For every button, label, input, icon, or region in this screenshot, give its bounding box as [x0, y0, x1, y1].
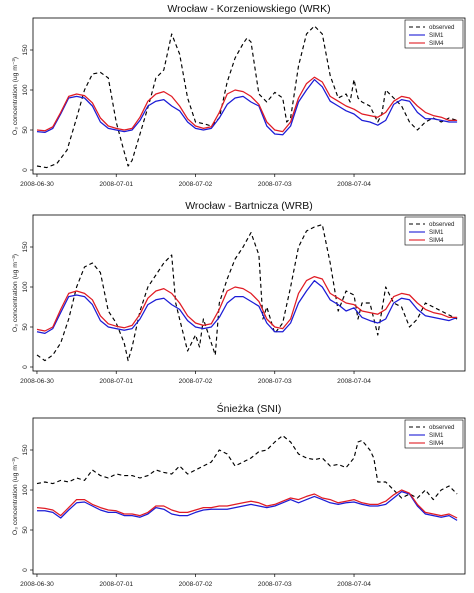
series-group — [36, 224, 458, 362]
x-tick-label: 2008-07-03 — [258, 181, 292, 188]
series-line-observed — [36, 435, 458, 501]
plot-frame — [32, 214, 466, 372]
plot-frame — [32, 417, 466, 575]
legend-label-sim1: SIM1 — [429, 229, 444, 236]
series-line-sim4 — [36, 76, 458, 133]
x-tick-label: 2008-07-01 — [99, 581, 133, 588]
y-tick-label: 0 — [22, 168, 29, 172]
y-tick-label: 150 — [22, 444, 29, 455]
x-tick-label: 2008-06-30 — [20, 181, 54, 188]
legend-box — [404, 419, 464, 449]
x-tick-label: 2008-07-02 — [179, 181, 213, 188]
x-tick-label: 2008-07-01 — [99, 181, 133, 188]
legend-label-observed: observed — [429, 424, 455, 431]
series-line-observed — [36, 224, 458, 362]
x-tick-label: 2008-07-04 — [337, 581, 371, 588]
legend-label-observed: observed — [429, 24, 455, 31]
series-line-sim1 — [36, 78, 458, 136]
chart-title: Śnieżka (SNI) — [217, 402, 282, 415]
series-group — [36, 25, 458, 169]
x-tick-label: 2008-07-03 — [258, 378, 292, 385]
legend-label-observed: observed — [429, 221, 455, 228]
x-tick-label: 2008-06-30 — [20, 581, 54, 588]
chart-title: Wrocław - Korzeniowskiego (WRK) — [167, 3, 330, 15]
y-axis-label: O₃ concentration (ug m⁻³) — [12, 254, 19, 332]
x-tick-label: 2008-06-30 — [20, 378, 54, 385]
x-tick-label: 2008-07-01 — [99, 378, 133, 385]
x-tick-label: 2008-07-02 — [179, 581, 213, 588]
chart-panel-2: Wrocław - Bartnicza (WRB) 0 50 100 150 2008-0… — [12, 200, 466, 385]
y-axis-label: O₃ concentration (ug m⁻³) — [12, 457, 19, 535]
plot-frame — [32, 17, 466, 175]
series-line-sim4 — [36, 489, 458, 519]
legend-label-sim1: SIM1 — [429, 432, 444, 439]
legend-box — [404, 19, 464, 49]
legend-label-sim4: SIM4 — [429, 40, 444, 47]
series-line-sim1 — [37, 490, 458, 521]
series-line-sim1 — [36, 279, 458, 335]
y-tick-label: 100 — [22, 84, 29, 95]
y-tick-label: 150 — [22, 44, 29, 55]
y-tick-label: 0 — [22, 365, 29, 369]
y-tick-label: 50 — [22, 323, 29, 331]
y-tick-label: 50 — [22, 126, 29, 134]
y-tick-label: 100 — [22, 484, 29, 495]
chart-panel-3: Śnieżka (SNI) 0 50 100 150 2008-06-30 2008-07-… — [12, 402, 466, 588]
y-tick-label: 100 — [22, 281, 29, 292]
y-tick-label: 50 — [22, 526, 29, 534]
x-tick-label: 2008-07-03 — [258, 581, 292, 588]
y-tick-label: 150 — [22, 241, 29, 252]
chart-title: Wrocław - Bartnicza (WRB) — [185, 200, 313, 212]
legend-label-sim4: SIM4 — [429, 440, 444, 447]
chart-panel-1: Wrocław - Korzeniowskiego (WRK) 0 50 100 150… — [12, 3, 466, 188]
series-line-sim4 — [36, 275, 458, 332]
y-tick-label: 0 — [22, 568, 29, 572]
legend-label-sim4: SIM4 — [429, 237, 444, 244]
x-tick-label: 2008-07-02 — [179, 378, 213, 385]
y-axis-label: O₃ concentration (ug m⁻³) — [12, 57, 19, 135]
x-tick-label: 2008-07-04 — [337, 378, 371, 385]
x-tick-label: 2008-07-04 — [337, 181, 371, 188]
legend-label-sim1: SIM1 — [429, 32, 444, 39]
series-line-observed — [36, 25, 458, 169]
series-group — [36, 435, 458, 521]
